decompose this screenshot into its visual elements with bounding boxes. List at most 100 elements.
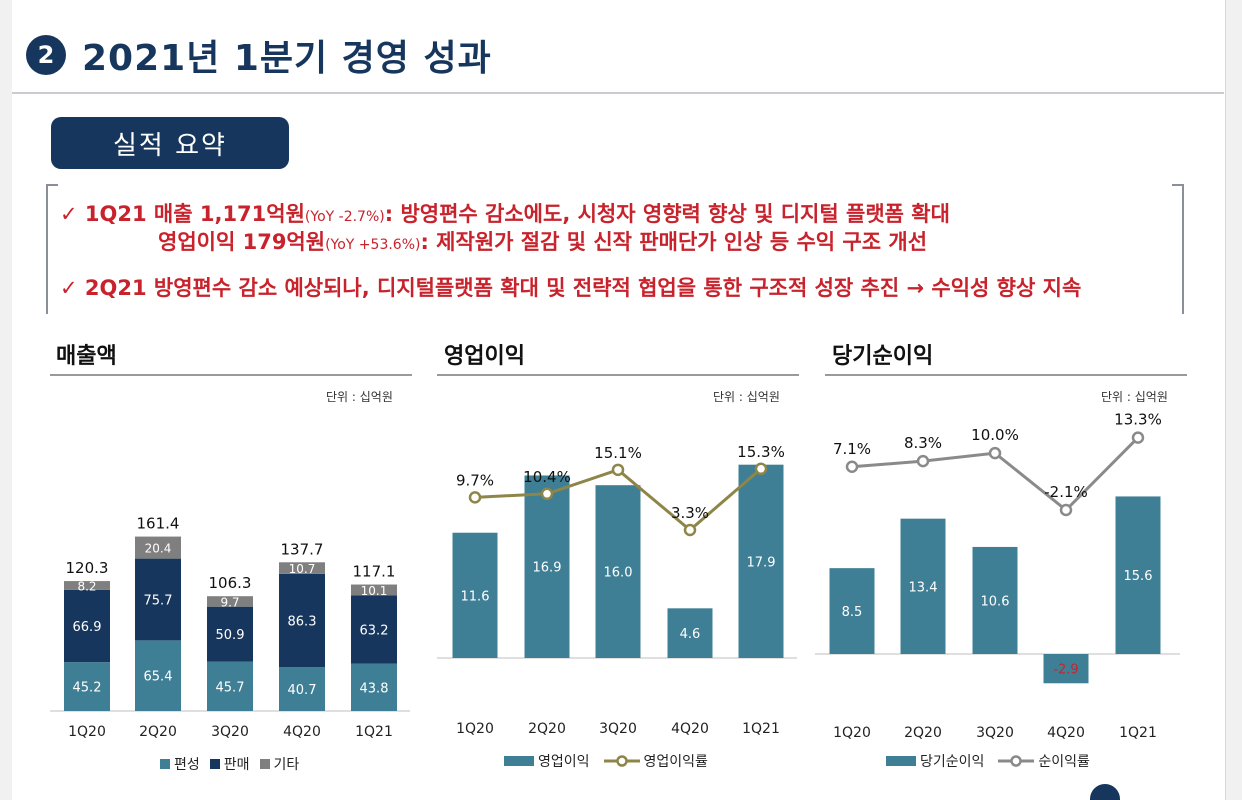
net-income-bar-3Q20 [972,546,1018,654]
net-income-legend: 당기순이익 순이익률 [876,751,1090,771]
revenue-total-label-1Q21: 117.1 [353,563,396,581]
revenue-bar-편성-3Q20 [207,661,253,711]
summary-line-2-rest: : 제작원가 절감 및 신작 판매단가 인상 등 수익 구조 개선 [420,230,928,254]
net-income-x-tick-3Q20: 3Q20 [976,725,1014,741]
revenue-total-label-1Q20: 120.3 [66,559,109,577]
operating-profit-x-tick-2Q20: 2Q20 [528,721,566,737]
legend-label-기타: 기타 [273,757,300,773]
operating-margin-point-4Q20 [683,523,697,537]
operating-profit-bar-3Q20 [595,485,641,658]
net-income-x-tick-2Q20: 2Q20 [904,725,942,741]
operating-profit-bar-2Q20 [524,475,570,658]
operating-profit-bar-1Q21 [738,464,784,658]
net-income-bar-1Q20 [829,568,875,654]
operating-margin-label-3Q20: 15.1% [594,444,642,462]
revenue-value-label-편성-2Q20: 65.4 [144,670,173,685]
net-income-value-label-1Q21: 15.6 [1124,569,1153,584]
net-income-value-label-1Q20: 8.5 [842,605,863,620]
revenue-bar-판매-4Q20 [279,573,325,668]
net-income-value-label-3Q20: 10.6 [981,594,1010,609]
revenue-x-tick-1Q20: 1Q20 [68,724,106,740]
revenue-legend: 편성 판매 기타 [150,754,299,774]
revenue-value-label-판매-3Q20: 50.9 [216,628,245,643]
revenue-bar-판매-2Q20 [135,558,181,641]
revenue-value-label-판매-1Q21: 63.2 [360,624,389,639]
summary-line-2-yoy: (YoY +53.6%) [325,237,421,253]
net-margin-label-2Q20: 8.3% [904,434,942,452]
revenue-bar-기타-4Q20 [279,562,325,574]
corner-logo-mark [1090,784,1120,800]
revenue-chart-title: 매출액 [56,344,117,369]
net-income-value-label-2Q20: 13.4 [909,580,938,595]
summary-line-1-main: ✓ 1Q21 매출 1,171억원 [60,202,305,226]
operating-profit-value-label-4Q20: 4.6 [680,627,701,642]
revenue-bar-편성-1Q20 [64,662,110,711]
legend-swatch-판매 [209,759,220,769]
revenue-bar-편성-4Q20 [279,667,325,711]
operating-profit-value-label-1Q20: 11.6 [461,589,490,604]
operating-margin-point-1Q21 [754,462,768,476]
net-income-value-label-4Q20: -2.9 [1053,663,1078,678]
revenue-x-tick-4Q20: 4Q20 [283,724,321,740]
legend-line-영업이익률-icon [603,755,640,767]
operating-profit-value-label-2Q20: 16.9 [533,561,562,576]
revenue-value-label-편성-1Q20: 45.2 [73,681,102,696]
net-margin-point-2Q20 [916,454,930,468]
operating-margin-point-2Q20 [540,487,554,501]
net-income-x-tick-1Q20: 1Q20 [833,725,871,741]
summary-line-1-yoy: (YoY -2.7%) [304,209,385,225]
net-income-bar-4Q20 [1043,654,1089,684]
revenue-value-label-편성-3Q20: 45.7 [216,680,245,695]
legend-label-편성: 편성 [174,757,200,773]
net-income-bar-2Q20 [900,518,946,654]
summary-line-1-rest: : 방영편수 감소에도, 시청자 영향력 향상 및 디지털 플랫폼 확대 [384,202,950,226]
revenue-value-label-판매-4Q20: 86.3 [288,614,317,629]
operating-profit-value-label-1Q21: 17.9 [747,555,776,570]
revenue-total-label-2Q20: 161.4 [137,515,180,533]
legend-swatch-기타 [259,759,270,769]
operating-margin-label-4Q20: 3.3% [671,504,709,522]
net-margin-label-1Q21: 13.3% [1114,411,1162,429]
operating-profit-legend: 영업이익 영업이익률 [494,751,708,771]
revenue-value-label-기타-1Q20: 8.2 [77,580,96,594]
net-margin-label-3Q20: 10.0% [971,426,1019,444]
page-title: 2021년 1분기 경영 성과 [82,38,492,79]
revenue-bar-기타-1Q21 [351,584,397,596]
net-margin-label-1Q20: 7.1% [833,440,871,458]
operating-profit-chart: 11.6 1Q20 16.9 2Q20 16.0 3Q20 4.6 4Q20 17.9 1Q21 9… [437,443,797,737]
revenue-total-label-3Q20: 106.3 [209,574,252,592]
revenue-x-tick-3Q20: 3Q20 [211,724,249,740]
net-margin-label-4Q20: -2.1% [1044,483,1088,501]
revenue-bar-판매-1Q20 [64,589,110,663]
header-divider [12,92,1224,94]
net-margin-point-1Q21 [1131,431,1145,444]
net-margin-point-4Q20 [1059,503,1073,517]
summary-line-3: ✓ 2Q21 방영편수 감소 예상되나, 디지털플랫폼 확대 및 전략적 협업을… [60,276,1082,300]
net-income-bar-1Q21 [1115,496,1161,654]
operating-profit-unit-label: 단위 : 십억원 [713,390,780,404]
revenue-bar-판매-3Q20 [207,606,253,662]
legend-swatch-편성 [160,759,170,769]
summary-line-1: ✓ 1Q21 매출 1,171억원(YoY -2.7%): 방영편수 감소에도,… [60,198,950,228]
net-income-chart-rule [825,374,1187,376]
net-margin-point-1Q20 [845,460,859,474]
summary-line-2: 영업이익 179억원(YoY +53.6%): 제작원가 절감 및 신작 판매단… [158,226,927,256]
revenue-value-label-기타-3Q20: 9.7 [220,595,239,609]
net-income-unit-label: 단위 : 십억원 [1101,390,1168,404]
revenue-value-label-편성-1Q21: 43.8 [360,681,389,696]
legend-label-영업이익률: 영업이익률 [643,754,708,770]
operating-margin-point-3Q20 [611,463,625,477]
revenue-value-label-기타-1Q21: 10.1 [361,584,388,598]
revenue-value-label-편성-4Q20: 40.7 [288,683,317,698]
operating-profit-x-tick-1Q21: 1Q21 [742,721,780,737]
revenue-total-label-4Q20: 137.7 [281,540,324,558]
right-frame [1225,0,1242,800]
legend-label-당기순이익: 당기순이익 [920,754,985,770]
revenue-value-label-판매-2Q20: 75.7 [144,593,173,608]
summary-pill: 실적 요약 [51,117,289,169]
operating-profit-bar-1Q20 [452,532,498,658]
revenue-bar-기타-3Q20 [207,596,253,607]
legend-label-판매: 판매 [223,757,250,773]
revenue-bar-편성-1Q21 [351,663,397,711]
legend-swatch-당기순이익 [886,756,916,766]
